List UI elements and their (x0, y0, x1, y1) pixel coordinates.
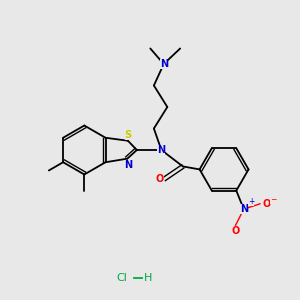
Text: N: N (157, 145, 165, 155)
Text: O: O (156, 174, 164, 184)
Text: N: N (160, 59, 168, 69)
Text: N: N (124, 160, 132, 170)
Text: O: O (262, 199, 270, 209)
Text: Cl: Cl (116, 273, 127, 284)
Text: O: O (231, 226, 239, 236)
Text: H: H (144, 273, 153, 284)
Text: N: N (240, 204, 248, 214)
Text: S: S (124, 130, 132, 140)
Text: −: − (270, 195, 277, 204)
Text: +: + (248, 197, 254, 206)
